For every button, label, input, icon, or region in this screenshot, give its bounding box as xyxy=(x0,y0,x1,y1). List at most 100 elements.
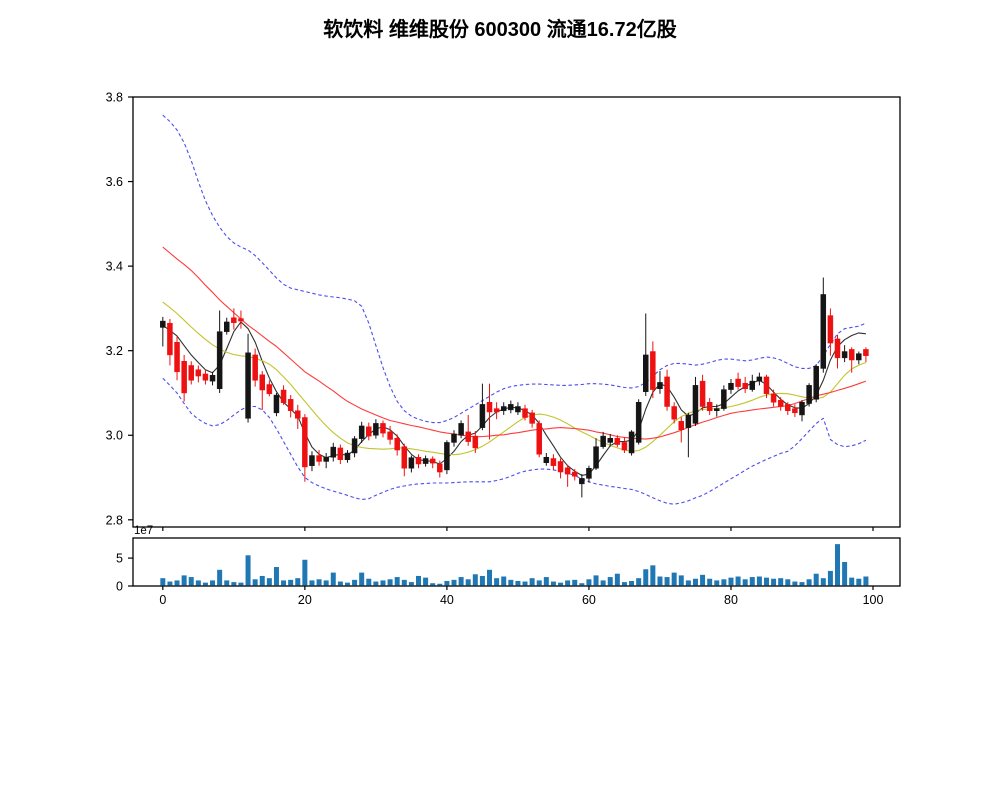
candle-body xyxy=(351,438,358,454)
candle xyxy=(699,374,706,411)
volume-bar xyxy=(188,577,194,586)
candle xyxy=(600,431,606,449)
candle-body xyxy=(160,320,166,328)
volume-bar xyxy=(373,581,379,586)
y-tick-label: 3.8 xyxy=(106,91,123,105)
volume-bar xyxy=(657,576,663,586)
candle-body xyxy=(387,431,393,440)
candle xyxy=(664,369,670,411)
candle-body xyxy=(564,467,571,475)
candle xyxy=(401,443,408,477)
candle xyxy=(323,453,329,469)
candle-body xyxy=(451,433,457,443)
candle-body xyxy=(735,378,741,387)
volume-bar xyxy=(785,579,791,586)
volume-bar xyxy=(813,573,819,586)
candle xyxy=(380,420,386,438)
candle xyxy=(522,404,528,421)
candle-body xyxy=(635,402,642,443)
candle xyxy=(273,392,280,417)
volume-bar xyxy=(700,574,706,586)
candle xyxy=(714,404,720,417)
candle-body xyxy=(600,435,606,447)
volume-bar xyxy=(827,570,833,586)
volume-bar xyxy=(621,582,627,586)
candle xyxy=(863,347,869,363)
candle xyxy=(245,333,251,423)
candle-body xyxy=(174,341,180,373)
candle xyxy=(593,438,599,470)
candle xyxy=(202,369,209,385)
candle-body xyxy=(614,437,621,445)
candle-body xyxy=(799,402,805,416)
candle-body xyxy=(856,353,862,361)
volume-bar xyxy=(344,582,350,586)
candle-body xyxy=(685,414,692,428)
volume-bar-series xyxy=(160,544,869,586)
candle xyxy=(387,425,393,445)
chart-title: 软饮料 维维股份 600300 流通16.72亿股 xyxy=(323,17,676,41)
volume-panel: 1e7 0 5 0 20 40 60 80 100 xyxy=(116,525,901,607)
candle xyxy=(763,374,770,399)
candle xyxy=(756,372,763,386)
volume-bar xyxy=(352,579,358,586)
candle-body xyxy=(813,366,819,400)
volume-bar xyxy=(238,582,244,586)
candle xyxy=(834,334,841,369)
candle-body xyxy=(785,404,791,411)
candle xyxy=(536,420,542,458)
volume-bar xyxy=(281,580,287,586)
x-tick-label: 60 xyxy=(582,593,596,607)
volume-bar xyxy=(202,582,208,586)
candle xyxy=(792,404,798,418)
candle xyxy=(316,450,322,466)
candle-body xyxy=(259,374,266,391)
volume-bar xyxy=(742,579,748,586)
ma-slow-red-line xyxy=(162,246,867,440)
candle-body xyxy=(706,402,713,411)
volume-bar xyxy=(408,582,414,586)
candle-body xyxy=(792,408,798,414)
candle-body xyxy=(664,376,670,407)
volume-bar xyxy=(799,582,805,586)
volume-bar xyxy=(210,580,216,586)
candle xyxy=(628,430,635,456)
volume-bar xyxy=(529,578,535,586)
volume-bar xyxy=(771,578,777,586)
candle-body xyxy=(181,361,187,394)
candle-body xyxy=(422,458,429,464)
candle xyxy=(287,395,294,418)
candle xyxy=(820,277,827,373)
volume-scale-offset-label: 1e7 xyxy=(134,525,153,537)
volume-bar xyxy=(579,583,585,586)
volume-bar xyxy=(735,576,741,586)
volume-bar xyxy=(273,567,279,586)
candle-body xyxy=(756,376,763,382)
volume-bar xyxy=(643,569,649,586)
candle xyxy=(415,454,422,469)
bollinger-lower-line xyxy=(162,377,867,505)
candle xyxy=(408,455,415,473)
candle-body xyxy=(323,456,329,462)
candle-body xyxy=(337,447,344,461)
candle xyxy=(721,385,727,411)
candle-body xyxy=(465,431,471,442)
candle-body xyxy=(515,406,521,413)
candle xyxy=(479,383,486,431)
candle xyxy=(444,440,450,475)
candle xyxy=(515,402,521,415)
volume-bar xyxy=(835,544,841,586)
candle-body xyxy=(586,467,592,479)
volume-bar xyxy=(295,578,301,586)
candle-body xyxy=(579,478,585,485)
candle xyxy=(579,474,585,498)
candle xyxy=(373,419,379,439)
candle-body xyxy=(742,382,748,389)
volume-bar xyxy=(650,565,656,586)
candle-body xyxy=(763,376,770,395)
candle-body xyxy=(358,425,365,439)
candle-body xyxy=(302,417,308,468)
x-tick-label: 20 xyxy=(298,593,312,607)
candle-body xyxy=(273,394,280,414)
